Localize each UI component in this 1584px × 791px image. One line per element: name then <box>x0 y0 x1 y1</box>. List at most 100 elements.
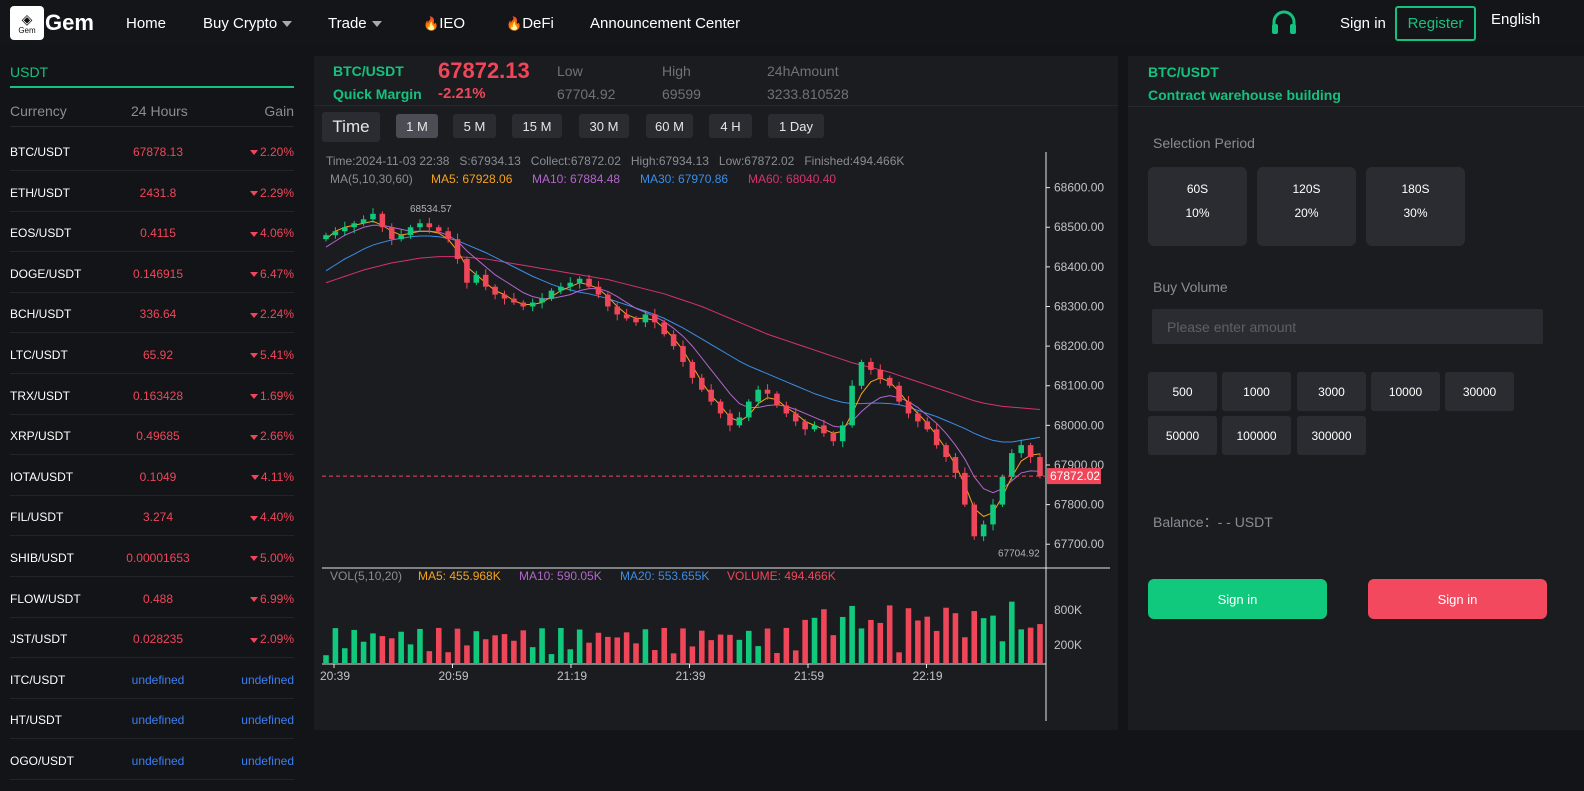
candle-body[interactable] <box>501 294 508 299</box>
market-row[interactable]: FLOW/USDT 0.488 6.99% <box>10 578 294 618</box>
quick-amount-30000[interactable]: 30000 <box>1445 372 1514 411</box>
candle-body[interactable] <box>576 278 583 283</box>
brand-name[interactable]: Gem <box>45 10 94 35</box>
quick-amount-10000[interactable]: 10000 <box>1371 372 1440 411</box>
nav-announcement[interactable]: Announcement Center <box>590 15 741 32</box>
candle-body[interactable] <box>774 393 780 406</box>
candle-body[interactable] <box>980 524 987 537</box>
candle-body[interactable] <box>633 318 639 323</box>
market-row[interactable]: ITC/USDT undefined undefined <box>10 659 294 699</box>
market-row[interactable]: OGO/USDT undefined undefined <box>10 740 294 780</box>
period-1m[interactable]: 1 M <box>396 114 438 138</box>
nav-trade[interactable]: Trade <box>328 15 382 32</box>
candle-body[interactable] <box>1018 445 1024 454</box>
candle-body[interactable] <box>943 445 949 458</box>
candle-body[interactable] <box>830 433 837 442</box>
market-row[interactable]: BTC/USDT 67878.13 2.20% <box>10 131 294 171</box>
candle-body[interactable] <box>1009 453 1015 477</box>
candle-body[interactable] <box>661 322 667 335</box>
sell-sign-in-button[interactable]: Sign in <box>1368 579 1547 619</box>
quick-amount-3000[interactable]: 3000 <box>1297 372 1366 411</box>
market-row[interactable]: TRX/USDT 0.163428 1.69% <box>10 375 294 415</box>
tab-usdt[interactable]: USDT <box>10 64 294 88</box>
candle-body[interactable] <box>896 385 902 402</box>
candle-body[interactable] <box>990 504 996 525</box>
candle-body[interactable] <box>398 235 404 240</box>
logo[interactable]: ◈ Gem <box>10 6 44 40</box>
market-row[interactable]: LTC/USDT 65.92 5.41% <box>10 334 294 374</box>
candlestick-chart[interactable]: Time:2024-11-03 22:38 S:67934.13 Collect… <box>314 148 1118 730</box>
market-row[interactable]: FIL/USDT 3.274 4.40% <box>10 496 294 537</box>
quick-amount-300000[interactable]: 300000 <box>1297 416 1366 455</box>
candle-body[interactable] <box>999 476 1006 505</box>
candle-body[interactable] <box>464 258 470 283</box>
market-row[interactable]: XRP/USDT 0.49685 2.66% <box>10 415 294 456</box>
nav-defi[interactable]: 🔥DeFi <box>506 15 554 32</box>
candle-body[interactable] <box>764 389 771 394</box>
candle-body[interactable] <box>558 286 564 291</box>
nav-ieo[interactable]: 🔥IEO <box>423 15 465 32</box>
time-button[interactable]: Time <box>322 112 380 142</box>
candle-body[interactable] <box>623 314 630 319</box>
candle-body[interactable] <box>802 421 808 430</box>
period-1day[interactable]: 1 Day <box>768 114 824 138</box>
candle-body[interactable] <box>520 302 527 307</box>
market-row[interactable]: HT/USDT undefined undefined <box>10 699 294 740</box>
candle-body[interactable] <box>971 504 978 537</box>
candle-body[interactable] <box>868 361 874 370</box>
candle-body[interactable] <box>905 401 912 414</box>
candle-body[interactable] <box>708 389 714 402</box>
candle-body[interactable] <box>323 235 329 240</box>
candle-body[interactable] <box>933 429 940 446</box>
candle-body[interactable] <box>360 219 367 224</box>
candle-body[interactable] <box>445 231 451 240</box>
candle-body[interactable] <box>886 377 893 386</box>
candle-body[interactable] <box>548 290 555 299</box>
candle-body[interactable] <box>792 413 799 422</box>
candle-body[interactable] <box>745 401 752 418</box>
candle-body[interactable] <box>680 346 686 362</box>
candle-body[interactable] <box>821 425 827 434</box>
candle-body[interactable] <box>407 227 414 236</box>
candle-body[interactable] <box>1027 445 1034 458</box>
candle-body[interactable] <box>952 457 959 473</box>
market-row[interactable]: SHIB/USDT 0.00001653 5.00% <box>10 537 294 577</box>
market-row[interactable]: JST/USDT 0.028235 2.09% <box>10 618 294 659</box>
period-15m[interactable]: 15 M <box>512 114 562 138</box>
candle-body[interactable] <box>915 413 921 422</box>
candle-body[interactable] <box>482 274 489 287</box>
candle-body[interactable] <box>699 377 705 390</box>
market-row[interactable]: IOTA/USDT 0.1049 4.11% <box>10 456 294 496</box>
candle-body[interactable] <box>567 282 574 287</box>
buy-sign-in-button[interactable]: Sign in <box>1148 579 1327 619</box>
period-card-60s[interactable]: 60S 10% <box>1148 167 1247 246</box>
candle-body[interactable] <box>858 361 865 386</box>
candle-body[interactable] <box>332 231 339 236</box>
candle-body[interactable] <box>877 369 884 378</box>
candle-body[interactable] <box>426 223 433 228</box>
candle-body[interactable] <box>351 223 357 228</box>
market-row[interactable]: ETH/USDT 2431.8 2.29% <box>10 172 294 212</box>
candle-body[interactable] <box>670 334 677 347</box>
candle-body[interactable] <box>511 298 517 303</box>
quick-amount-100000[interactable]: 100000 <box>1222 416 1291 455</box>
candle-body[interactable] <box>755 389 761 402</box>
candle-body[interactable] <box>839 425 846 442</box>
period-30m[interactable]: 30 M <box>579 114 629 138</box>
candle-body[interactable] <box>689 361 696 378</box>
candle-body[interactable] <box>379 213 386 228</box>
quick-amount-1000[interactable]: 1000 <box>1222 372 1291 411</box>
candle-body[interactable] <box>614 306 621 315</box>
candle-body[interactable] <box>529 302 536 307</box>
candle-body[interactable] <box>717 401 724 414</box>
language-selector[interactable]: English <box>1491 11 1541 28</box>
period-card-120s[interactable]: 120S 20% <box>1257 167 1356 246</box>
candle-body[interactable] <box>811 425 818 430</box>
market-row[interactable]: DOGE/USDT 0.146915 6.47% <box>10 253 294 293</box>
candle-body[interactable] <box>435 227 442 232</box>
candle-body[interactable] <box>492 286 498 295</box>
register-button[interactable]: Register <box>1395 6 1476 41</box>
nav-buy-crypto[interactable]: Buy Crypto <box>203 15 293 32</box>
amount-input[interactable] <box>1152 309 1543 344</box>
candle-body[interactable] <box>924 421 931 430</box>
